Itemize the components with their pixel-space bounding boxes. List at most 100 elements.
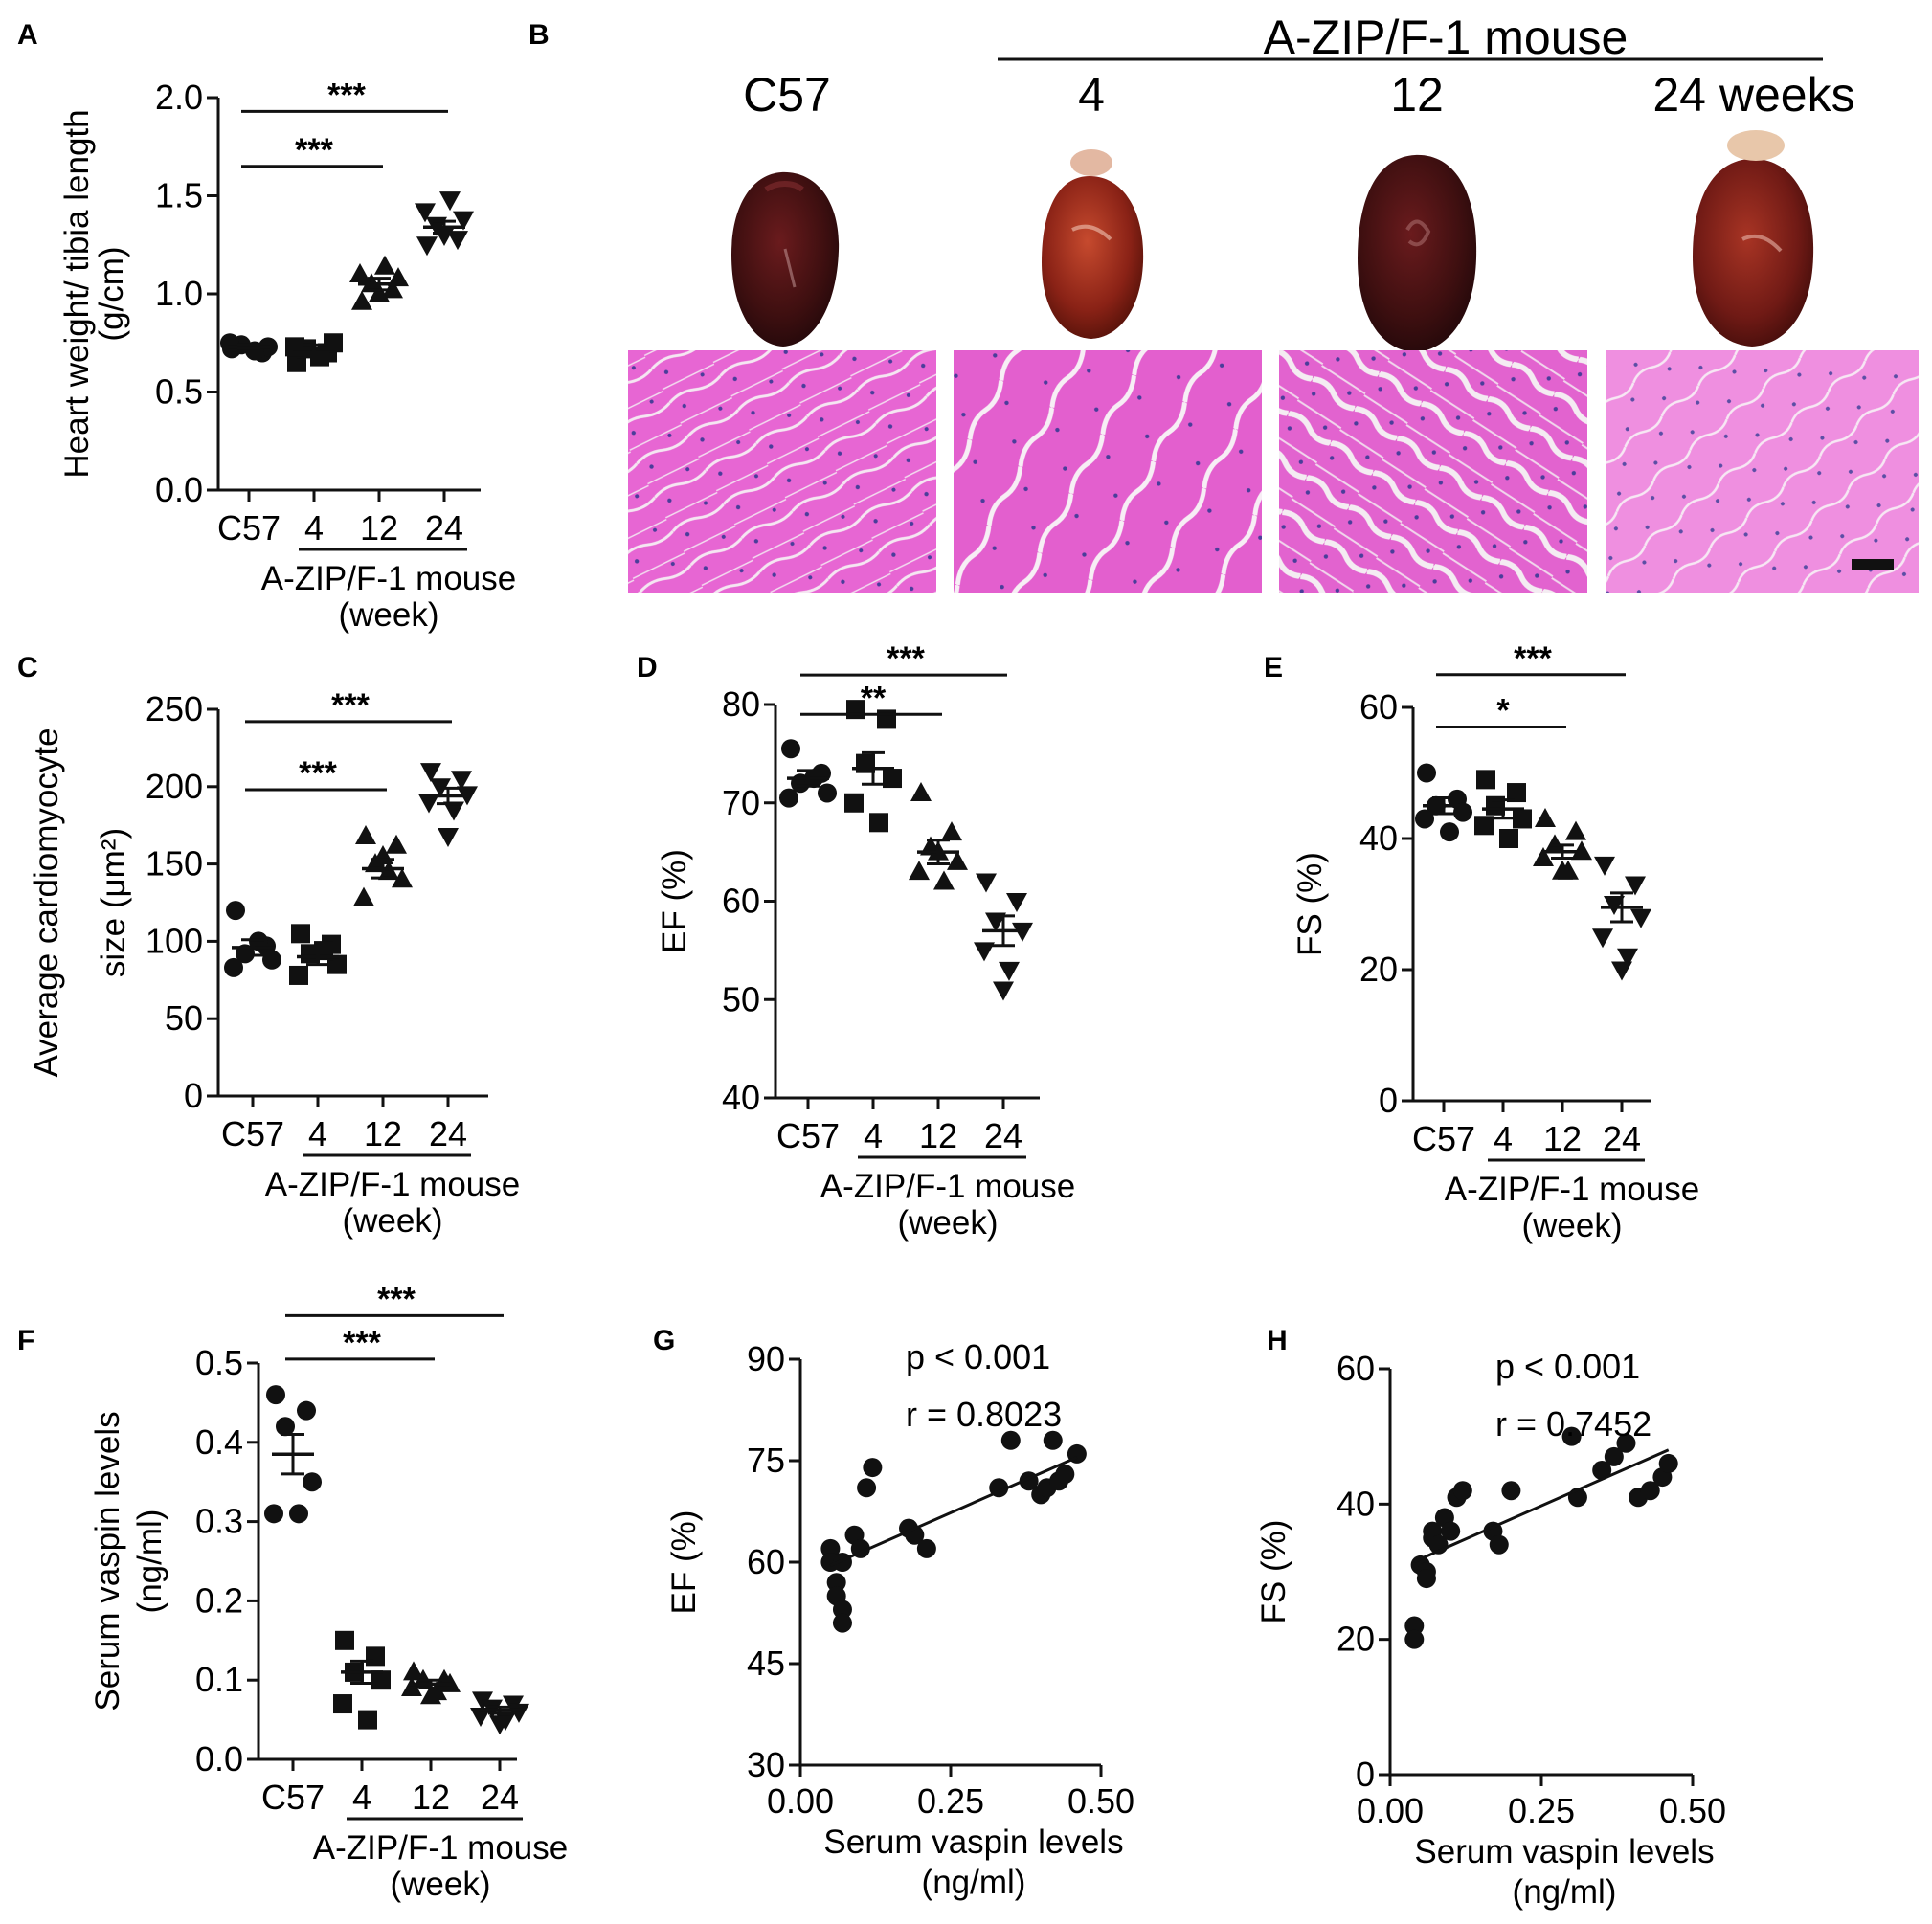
- data-point: [297, 1400, 316, 1421]
- data-point: [916, 1538, 936, 1558]
- data-point: [374, 255, 395, 275]
- data-point: [1630, 908, 1651, 928]
- data-point: [1658, 1453, 1678, 1473]
- y-tick-label: 0.4: [195, 1422, 243, 1462]
- y-tick-label: 0.3: [195, 1502, 243, 1541]
- data-point: [947, 850, 968, 870]
- data-point: [1535, 807, 1556, 827]
- y-tick-label: 0.0: [195, 1739, 243, 1779]
- data-point: [1404, 1629, 1425, 1649]
- y-axis-title: (g/cm): [93, 246, 130, 341]
- y-tick-label: 1.0: [155, 274, 203, 313]
- chart-a: 0.0 0.5 1.0 1.5 2.0 Heart weight/ tibia lengt…: [58, 77, 516, 634]
- group-label-unit: (week): [390, 1866, 490, 1903]
- data-point: [355, 825, 376, 845]
- y-axis-title: EF (%): [665, 1510, 703, 1615]
- data-point: [264, 1504, 283, 1524]
- data-point: [910, 781, 932, 801]
- category-label: 24: [984, 1116, 1022, 1155]
- data-point: [335, 1630, 354, 1650]
- x-axis-title: Serum vaspin levels: [1414, 1833, 1714, 1870]
- heart-photo-c57: [731, 171, 840, 347]
- panel-label-c: C: [17, 652, 38, 683]
- data-point: [974, 942, 995, 962]
- data-point: [353, 886, 374, 906]
- data-point: [779, 788, 798, 808]
- significance-label: *: [1496, 693, 1510, 729]
- y-tick-label: 75: [747, 1441, 785, 1480]
- x-axis-title: Serum vaspin levels: [823, 1823, 1123, 1861]
- chart-d: 40 50 60 70 80 EF (%) C57 4 12 24 A-ZIP/F-1 mouse(…: [656, 640, 1075, 1242]
- data-point: [844, 793, 864, 813]
- y-tick-label: 50: [165, 998, 203, 1038]
- significance-label: ***: [1514, 640, 1552, 677]
- category-label: C57: [221, 1114, 284, 1153]
- histology-24wk: [1606, 350, 1919, 593]
- data-point: [933, 870, 955, 890]
- group-label: A-ZIP/F-1 mouse: [820, 1168, 1075, 1205]
- data-point: [418, 794, 439, 814]
- data-point: [420, 1685, 441, 1705]
- category-label: 4: [1494, 1119, 1513, 1158]
- heart-photo-12wk: [1358, 154, 1477, 352]
- x-tick-label: 0.25: [1508, 1791, 1575, 1830]
- data-point: [1604, 896, 1625, 915]
- data-point: [1501, 1481, 1521, 1501]
- data-point: [453, 211, 474, 231]
- group-label: A-ZIP/F-1 mouse: [261, 560, 516, 597]
- data-point: [1440, 822, 1459, 842]
- data-point: [985, 912, 1006, 932]
- group-label: A-ZIP/F-1 mouse: [1445, 1171, 1699, 1208]
- data-point: [941, 821, 962, 841]
- y-tick-label: 40: [1337, 1484, 1375, 1523]
- data-point: [447, 231, 468, 251]
- data-point: [285, 337, 304, 357]
- scale-bar: [1852, 559, 1894, 570]
- y-tick-label: 60: [1337, 1349, 1375, 1388]
- y-tick-label: 50: [722, 979, 760, 1018]
- data-point: [1417, 763, 1436, 783]
- data-point: [451, 771, 472, 791]
- correlation-r: r = 0.8023: [906, 1395, 1062, 1434]
- panel-b-col-4: 4: [1078, 68, 1105, 122]
- chart-f: 0.0 0.1 0.2 0.3 0.4 0.5 Serum vaspin levels (ng…: [89, 1281, 568, 1903]
- y-tick-label: 0: [1356, 1755, 1375, 1794]
- y-tick-label: 80: [722, 684, 760, 724]
- data-point: [415, 203, 436, 223]
- category-label: C57: [776, 1116, 840, 1155]
- significance-label: **: [861, 680, 887, 716]
- data-point: [489, 1715, 510, 1735]
- panel-label-d: D: [637, 652, 658, 683]
- data-point: [1452, 1481, 1472, 1501]
- data-point: [1476, 770, 1495, 790]
- data-point: [371, 1670, 391, 1690]
- category-label: 12: [364, 1114, 402, 1153]
- data-point: [820, 1538, 841, 1558]
- y-tick-label: 60: [747, 1542, 785, 1581]
- data-point: [999, 961, 1020, 981]
- x-tick-label: 0.50: [1659, 1791, 1726, 1830]
- data-point: [382, 279, 403, 299]
- category-label: 12: [360, 508, 398, 548]
- data-point: [832, 1613, 852, 1633]
- data-point: [1416, 1569, 1436, 1589]
- data-point: [857, 1478, 877, 1498]
- data-point: [826, 1573, 846, 1593]
- significance-label: ***: [295, 132, 333, 168]
- x-tick-label: 0.00: [1357, 1791, 1424, 1830]
- data-point: [470, 1707, 491, 1727]
- data-point: [333, 1694, 352, 1714]
- group-label-unit: (week): [338, 596, 438, 634]
- category-label: C57: [261, 1778, 325, 1817]
- data-point: [358, 1710, 377, 1730]
- data-point: [438, 828, 459, 848]
- y-tick-label: 100: [146, 921, 203, 960]
- y-tick-label: 200: [146, 767, 203, 806]
- regression-line: [1413, 1448, 1670, 1563]
- x-tick-label: 0.25: [917, 1781, 984, 1821]
- data-point: [863, 1458, 883, 1478]
- y-axis-title: EF (%): [656, 849, 693, 953]
- x-axis-title-unit: (ng/ml): [1513, 1873, 1617, 1911]
